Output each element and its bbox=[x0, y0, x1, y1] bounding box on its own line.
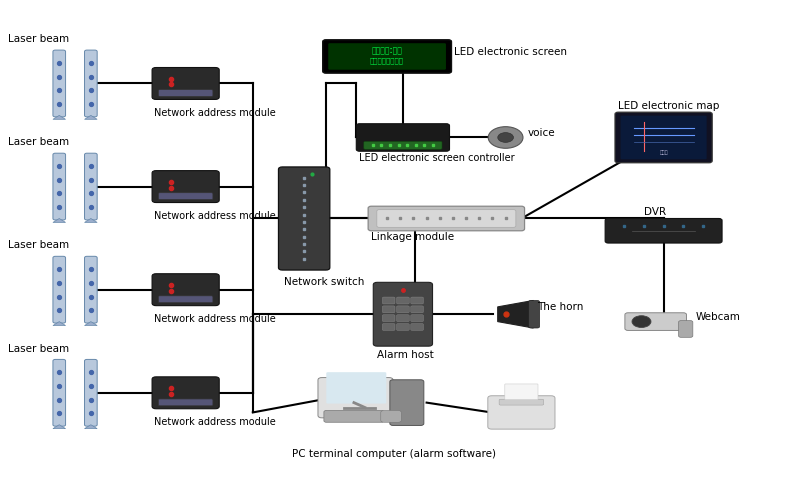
Text: Linkage module: Linkage module bbox=[371, 232, 454, 242]
FancyBboxPatch shape bbox=[382, 297, 395, 304]
Text: The horn: The horn bbox=[537, 302, 584, 312]
FancyBboxPatch shape bbox=[397, 324, 409, 330]
FancyBboxPatch shape bbox=[499, 399, 544, 405]
FancyBboxPatch shape bbox=[158, 90, 213, 96]
Text: Laser beam: Laser beam bbox=[8, 344, 69, 354]
Text: voice: voice bbox=[528, 128, 555, 137]
FancyBboxPatch shape bbox=[85, 256, 97, 323]
FancyBboxPatch shape bbox=[397, 315, 409, 322]
FancyBboxPatch shape bbox=[363, 141, 442, 149]
Circle shape bbox=[632, 316, 651, 327]
FancyBboxPatch shape bbox=[326, 372, 386, 404]
Polygon shape bbox=[85, 218, 97, 222]
Text: Network address module: Network address module bbox=[154, 108, 276, 118]
Text: Network address module: Network address module bbox=[154, 211, 276, 221]
Text: Alarm host: Alarm host bbox=[377, 350, 434, 359]
FancyBboxPatch shape bbox=[621, 116, 706, 159]
FancyBboxPatch shape bbox=[605, 218, 722, 243]
FancyBboxPatch shape bbox=[625, 313, 687, 330]
FancyBboxPatch shape bbox=[529, 300, 540, 328]
FancyBboxPatch shape bbox=[411, 324, 423, 330]
Text: Laser beam: Laser beam bbox=[8, 137, 69, 147]
FancyBboxPatch shape bbox=[152, 377, 219, 409]
Text: Laser beam: Laser beam bbox=[8, 34, 69, 44]
FancyBboxPatch shape bbox=[152, 274, 219, 305]
Circle shape bbox=[498, 133, 514, 142]
Polygon shape bbox=[85, 322, 97, 326]
FancyBboxPatch shape bbox=[382, 315, 395, 322]
Polygon shape bbox=[53, 425, 66, 429]
Polygon shape bbox=[53, 218, 66, 222]
FancyBboxPatch shape bbox=[158, 192, 213, 200]
FancyBboxPatch shape bbox=[411, 297, 423, 304]
FancyBboxPatch shape bbox=[329, 43, 446, 70]
Polygon shape bbox=[53, 322, 66, 326]
Text: LED electronic screen controller: LED electronic screen controller bbox=[359, 153, 515, 163]
FancyBboxPatch shape bbox=[53, 153, 66, 220]
FancyBboxPatch shape bbox=[382, 306, 395, 313]
FancyBboxPatch shape bbox=[85, 359, 97, 426]
FancyBboxPatch shape bbox=[679, 321, 693, 337]
Polygon shape bbox=[85, 115, 97, 119]
Text: Network address module: Network address module bbox=[154, 314, 276, 324]
Text: LED electronic map: LED electronic map bbox=[618, 101, 719, 110]
Text: Network switch: Network switch bbox=[284, 277, 365, 287]
FancyBboxPatch shape bbox=[488, 396, 555, 429]
FancyBboxPatch shape bbox=[324, 410, 384, 422]
Polygon shape bbox=[498, 300, 533, 328]
Text: DVR: DVR bbox=[644, 207, 666, 217]
FancyBboxPatch shape bbox=[322, 40, 452, 73]
Text: Laser beam: Laser beam bbox=[8, 241, 69, 250]
FancyBboxPatch shape bbox=[53, 256, 66, 323]
FancyBboxPatch shape bbox=[85, 153, 97, 220]
FancyBboxPatch shape bbox=[397, 297, 409, 304]
FancyBboxPatch shape bbox=[85, 50, 97, 117]
Text: 欢迎使用拓天智能: 欢迎使用拓天智能 bbox=[370, 57, 404, 64]
FancyBboxPatch shape bbox=[381, 410, 401, 422]
FancyBboxPatch shape bbox=[374, 282, 433, 346]
FancyBboxPatch shape bbox=[397, 306, 409, 313]
FancyBboxPatch shape bbox=[505, 384, 538, 400]
Polygon shape bbox=[85, 425, 97, 429]
FancyBboxPatch shape bbox=[318, 378, 393, 418]
FancyBboxPatch shape bbox=[377, 210, 516, 227]
Text: LED electronic screen: LED electronic screen bbox=[454, 47, 567, 56]
FancyBboxPatch shape bbox=[158, 296, 213, 302]
FancyBboxPatch shape bbox=[158, 399, 213, 406]
FancyBboxPatch shape bbox=[411, 315, 423, 322]
Circle shape bbox=[488, 127, 523, 148]
Polygon shape bbox=[53, 115, 66, 119]
FancyBboxPatch shape bbox=[278, 167, 330, 270]
FancyBboxPatch shape bbox=[152, 170, 219, 202]
FancyBboxPatch shape bbox=[53, 50, 66, 117]
FancyBboxPatch shape bbox=[390, 380, 423, 425]
FancyBboxPatch shape bbox=[152, 68, 219, 100]
Text: Webcam: Webcam bbox=[695, 312, 740, 322]
FancyBboxPatch shape bbox=[411, 306, 423, 313]
FancyBboxPatch shape bbox=[615, 112, 713, 163]
Text: 核电厂: 核电厂 bbox=[660, 150, 668, 155]
FancyBboxPatch shape bbox=[382, 324, 395, 330]
Text: PC terminal computer (alarm software): PC terminal computer (alarm software) bbox=[292, 449, 496, 459]
FancyBboxPatch shape bbox=[356, 124, 450, 151]
FancyBboxPatch shape bbox=[53, 359, 66, 426]
Text: Network address module: Network address module bbox=[154, 417, 276, 427]
FancyBboxPatch shape bbox=[368, 206, 525, 231]
Text: 当前状态:撤防: 当前状态:撤防 bbox=[371, 46, 403, 55]
